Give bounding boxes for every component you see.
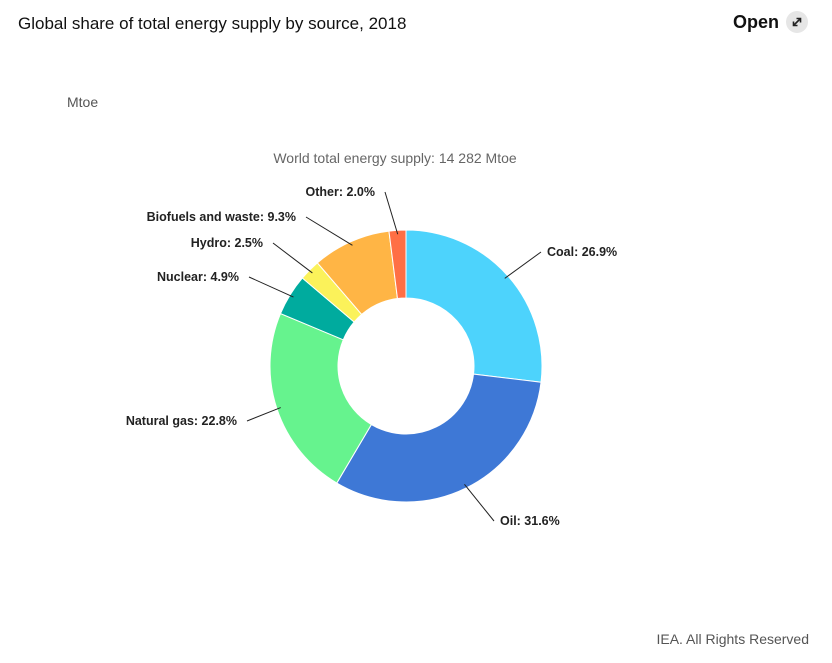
leader-line-biofuels-and-waste bbox=[305, 216, 353, 246]
unit-label: Mtoe bbox=[67, 94, 99, 110]
chart-title: Global share of total energy supply by s… bbox=[18, 14, 407, 33]
slice-label-nuclear: Nuclear: 4.9% bbox=[157, 270, 239, 284]
leader-line-natural-gas bbox=[246, 407, 281, 422]
slice-oil[interactable] bbox=[336, 373, 542, 503]
slice-natural-gas[interactable] bbox=[269, 312, 373, 484]
open-button-label: Open bbox=[732, 11, 779, 32]
expand-arrows-icon bbox=[786, 11, 808, 33]
slice-other[interactable] bbox=[388, 229, 407, 300]
leader-line-other bbox=[384, 191, 399, 235]
open-button[interactable]: Open bbox=[733, 11, 808, 33]
slice-label-biofuels-and-waste: Biofuels and waste: 9.3% bbox=[147, 210, 296, 224]
leader-line-hydro bbox=[272, 242, 313, 274]
copyright-credit: IEA. All Rights Reserved bbox=[656, 631, 809, 647]
slice-label-hydro: Hydro: 2.5% bbox=[191, 236, 263, 250]
slice-label-other: Other: 2.0% bbox=[306, 185, 375, 199]
slice-coal[interactable] bbox=[405, 229, 543, 383]
leader-line-nuclear bbox=[248, 276, 294, 298]
slice-label-natural-gas: Natural gas: 22.8% bbox=[126, 414, 237, 428]
leader-line-oil bbox=[464, 484, 495, 522]
leader-line-coal bbox=[504, 251, 542, 279]
slice-label-oil: Oil: 31.6% bbox=[500, 514, 560, 528]
chart-subtitle: World total energy supply: 14 282 Mtoe bbox=[273, 150, 517, 166]
slice-label-coal: Coal: 26.9% bbox=[547, 245, 617, 259]
